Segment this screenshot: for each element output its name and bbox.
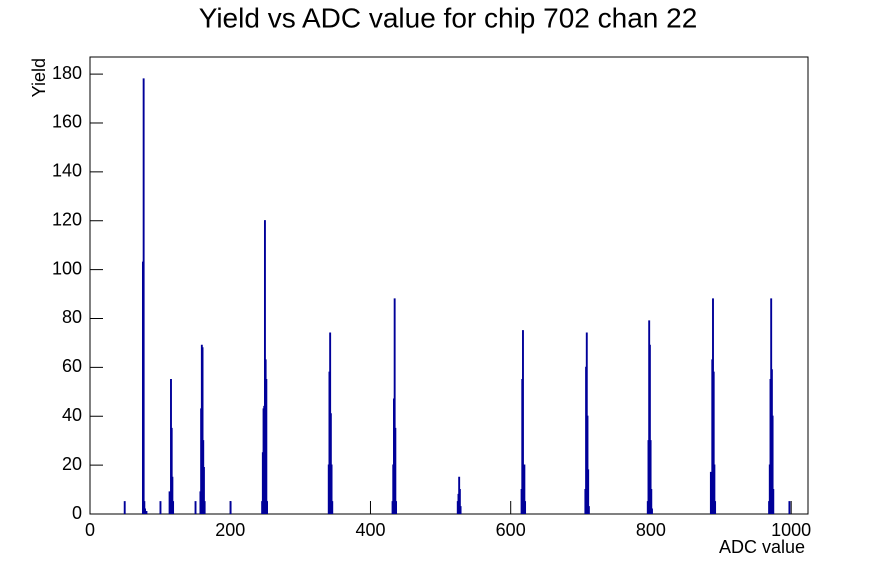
chart-title: Yield vs ADC value for chip 702 chan 22 <box>199 2 698 33</box>
x-tick-label: 0 <box>85 520 95 540</box>
y-tick-label: 120 <box>52 209 82 229</box>
y-tick-label: 20 <box>62 454 82 474</box>
histogram-bin <box>194 501 197 514</box>
histogram-bin <box>587 506 590 514</box>
histogram-bin <box>145 510 148 514</box>
y-tick-label: 40 <box>62 405 82 425</box>
histogram-bin <box>143 501 146 514</box>
x-tick-label: 400 <box>355 520 385 540</box>
histogram-bin <box>459 506 462 514</box>
histogram-bin <box>771 415 774 514</box>
x-tick-label: 200 <box>215 520 245 540</box>
histogram-bin <box>458 488 461 514</box>
y-tick-label: 0 <box>72 503 82 523</box>
histogram-bin <box>393 298 396 514</box>
y-tick-label: 80 <box>62 307 82 327</box>
histogram-bin <box>265 378 268 514</box>
histogram-bin <box>144 508 146 514</box>
histogram-bin <box>330 464 333 514</box>
x-tick-label: 1000 <box>771 520 811 540</box>
histogram-bin <box>171 476 174 514</box>
histogram-bin <box>712 371 715 514</box>
histogram-bin <box>159 501 162 514</box>
histogram-bin <box>649 440 652 514</box>
histogram-bin <box>714 501 717 514</box>
histogram-bin <box>648 344 651 514</box>
histogram-bin <box>123 501 126 514</box>
x-axis-label: ADC value <box>719 537 805 557</box>
histogram-bin <box>788 501 791 514</box>
plot-frame <box>89 56 809 515</box>
histogram-bin <box>524 501 527 514</box>
histogram-bin <box>395 501 398 514</box>
y-tick-label: 180 <box>52 63 82 83</box>
histogram-bin <box>142 78 145 514</box>
histogram-bin <box>772 488 775 514</box>
y-tick-label: 140 <box>52 161 82 181</box>
histogram-bin <box>170 427 173 514</box>
histogram-bin <box>172 501 175 514</box>
histogram-bin <box>651 508 653 514</box>
histogram-bin <box>229 501 232 514</box>
x-tick-label: 800 <box>636 520 666 540</box>
y-tick-label: 60 <box>62 356 82 376</box>
histogram-bin <box>331 501 334 514</box>
histogram-bin <box>650 488 653 514</box>
histogram-bin <box>201 347 204 514</box>
histogram-bin <box>329 413 332 514</box>
histogram-bin <box>202 466 205 514</box>
histogram-bin <box>713 464 716 514</box>
x-tick-label: 600 <box>496 520 526 540</box>
histogram-bin <box>586 415 589 514</box>
histogram-bin <box>523 464 526 514</box>
y-tick-label: 100 <box>52 258 82 278</box>
histogram-bin <box>266 501 268 514</box>
y-axis-label: Yield <box>29 58 49 97</box>
histogram-bin <box>587 469 590 514</box>
y-tick-label: 160 <box>52 112 82 132</box>
histogram-bin <box>394 427 397 514</box>
histogram-bin <box>522 330 524 514</box>
histogram-bin <box>203 501 206 514</box>
